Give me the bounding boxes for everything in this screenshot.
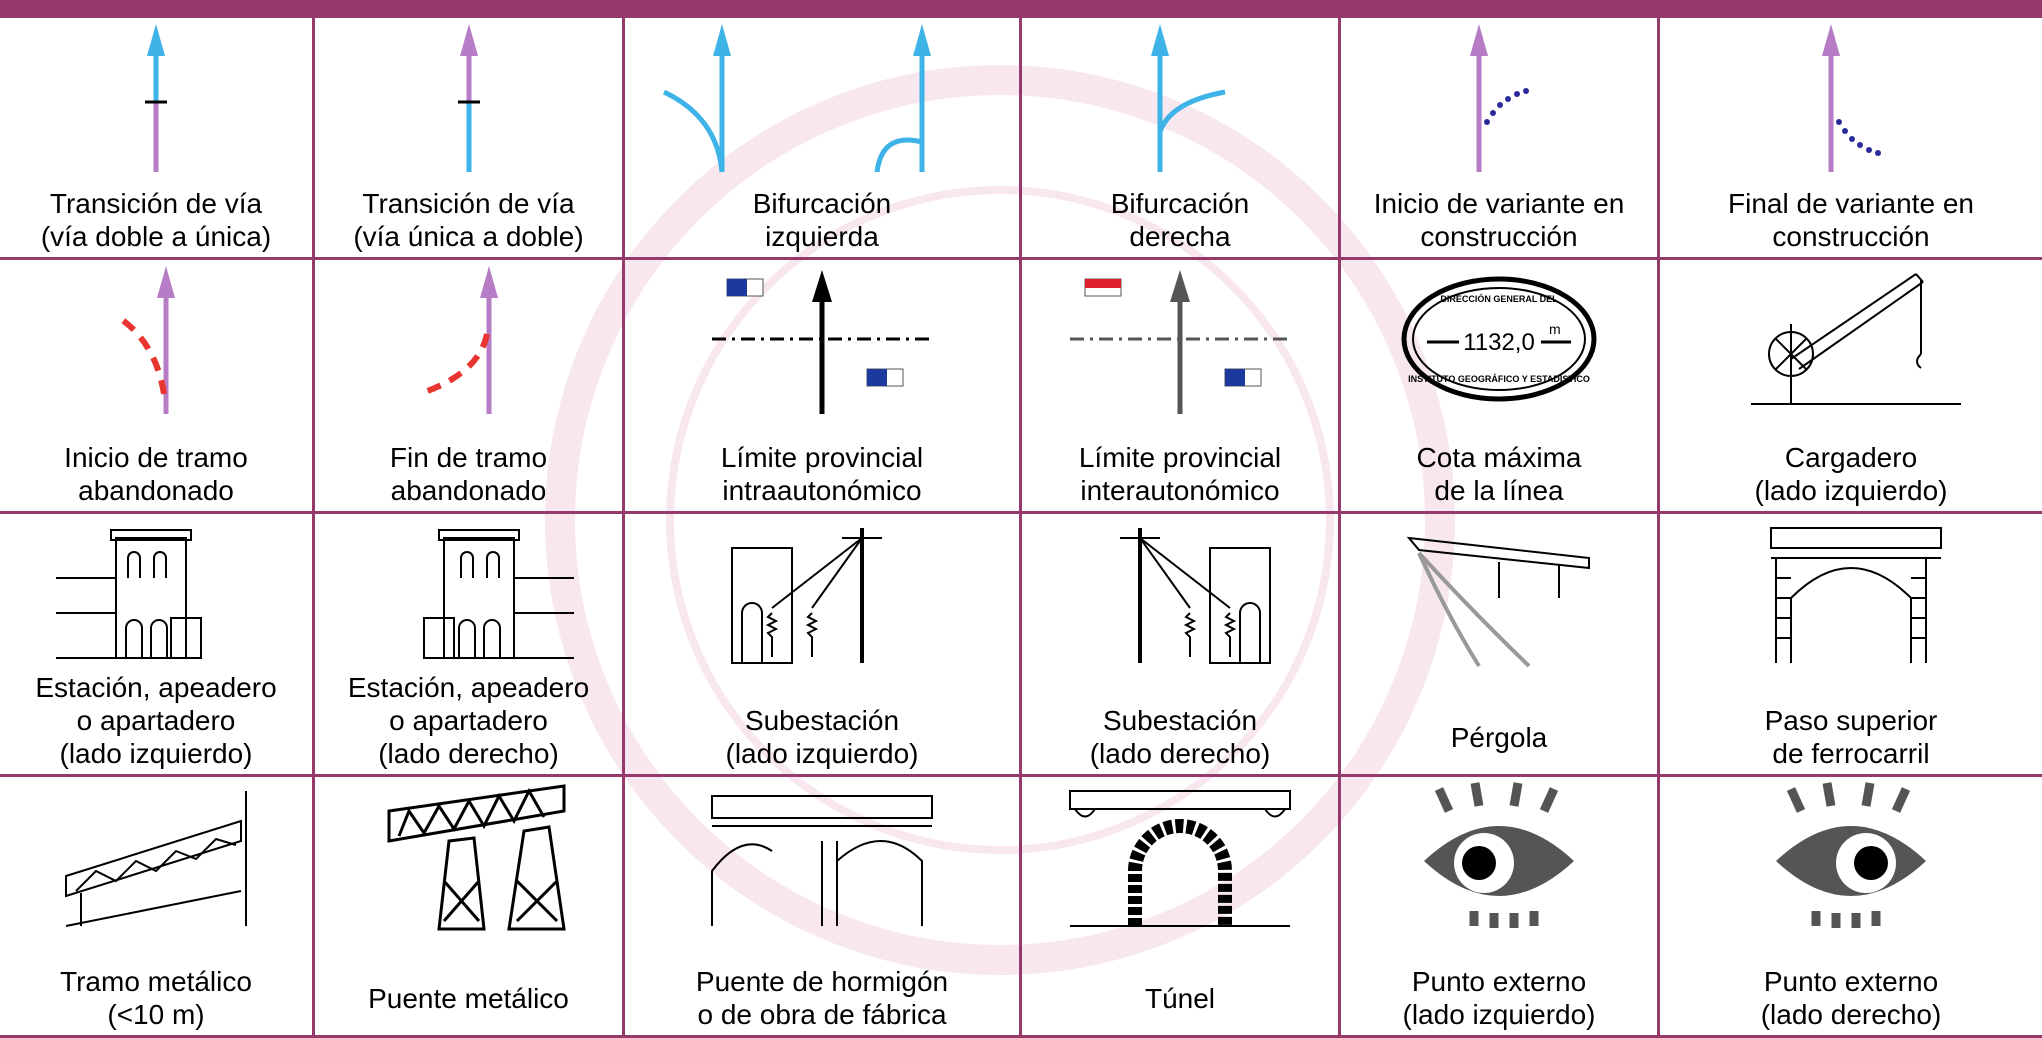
cell: Transición de vía (vía única a doble) bbox=[315, 18, 625, 260]
cell: Punto externo (lado izquierdo) bbox=[1341, 777, 1660, 1038]
cell: Bifurcación derecha bbox=[1022, 18, 1341, 260]
cell: Inicio de variante en construcción bbox=[1341, 18, 1660, 260]
icon bbox=[1120, 528, 1271, 664]
stamp-bottom: INSTITUTO GEOGRÁFICO Y ESTADÍSTICO bbox=[1408, 374, 1590, 384]
icon bbox=[712, 270, 932, 414]
label: Túnel bbox=[1144, 982, 1216, 1014]
icon bbox=[731, 528, 882, 664]
icon bbox=[1151, 24, 1226, 172]
cell: Límite provincial intraautonómico bbox=[625, 260, 1022, 514]
cell: Fin de tramo abandonado bbox=[315, 260, 625, 514]
cell: Puente de hormigón o de obra de fábrica bbox=[625, 777, 1022, 1038]
cell: Punto externo (lado derecho) bbox=[1660, 777, 2042, 1038]
label: Cargadero (lado izquierdo) bbox=[1754, 442, 1948, 506]
symbol-table: Transición de vía (vía doble a única) Tr… bbox=[0, 18, 2042, 1038]
cell: Pérgola bbox=[1341, 514, 1660, 777]
icon bbox=[1070, 270, 1290, 414]
label: Subestación (lado derecho) bbox=[1089, 705, 1271, 769]
label: Límite provincial intraautonómico bbox=[720, 442, 924, 506]
stamp-unit: m bbox=[1549, 321, 1561, 337]
icon bbox=[662, 24, 931, 172]
icon bbox=[145, 24, 167, 172]
cell: Cargadero (lado izquierdo) bbox=[1660, 260, 2042, 514]
cell: Inicio de tramo abandonado bbox=[0, 260, 315, 514]
cell: Transición de vía (vía doble a única) bbox=[0, 18, 315, 260]
label: Inicio de tramo abandonado bbox=[64, 442, 248, 506]
header-bar bbox=[0, 0, 2042, 18]
label: Punto externo (lado izquierdo) bbox=[1402, 966, 1596, 1030]
icon: DIRECCIÓN GENERAL DEL 1132,0 m INSTITUTO… bbox=[1401, 276, 1597, 402]
label: Bifurcación derecha bbox=[1110, 188, 1250, 252]
icon bbox=[711, 795, 933, 926]
cell: DIRECCIÓN GENERAL DEL 1132,0 m INSTITUTO… bbox=[1341, 260, 1660, 514]
icon bbox=[1751, 273, 1961, 405]
stamp-value: 1132,0 bbox=[1463, 329, 1535, 356]
icon bbox=[1822, 24, 1881, 172]
label: Punto externo (lado derecho) bbox=[1760, 966, 1942, 1030]
label: Transición de vía (vía doble a única) bbox=[40, 188, 272, 252]
label: Final de variante en construcción bbox=[1728, 188, 1974, 252]
icon bbox=[422, 529, 574, 659]
label: Transición de vía (vía única a doble) bbox=[353, 188, 584, 252]
label: Bifurcación izquierda bbox=[752, 188, 892, 252]
label: Puente metálico bbox=[368, 982, 569, 1014]
icon bbox=[1470, 24, 1529, 172]
label: Estación, apeadero o apartadero (lado de… bbox=[347, 672, 590, 769]
cell: Límite provincial interautonómico bbox=[1022, 260, 1341, 514]
cell: Final de variante en construcción bbox=[1660, 18, 2042, 260]
icon bbox=[457, 24, 480, 172]
label: Estación, apeadero o apartadero (lado iz… bbox=[35, 672, 277, 769]
cell: Bifurcación izquierda bbox=[625, 18, 1022, 260]
label: Pérgola bbox=[1450, 721, 1548, 753]
cell: Puente metálico bbox=[315, 777, 625, 1038]
stamp-top: DIRECCIÓN GENERAL DEL bbox=[1440, 293, 1558, 304]
cell: Paso superior de ferrocarril bbox=[1660, 514, 2042, 777]
cell: Estación, apeadero o apartadero (lado de… bbox=[315, 514, 625, 777]
icon bbox=[1424, 782, 1574, 928]
cell: Estación, apeadero o apartadero (lado iz… bbox=[0, 514, 315, 777]
label: Puente de hormigón o de obra de fábrica bbox=[695, 966, 949, 1030]
icon bbox=[1406, 536, 1590, 668]
label: Subestación (lado izquierdo) bbox=[725, 705, 919, 769]
label: Tramo metálico (<10 m) bbox=[60, 966, 252, 1030]
icon bbox=[1776, 782, 1926, 928]
label: Fin de tramo abandonado bbox=[389, 442, 548, 506]
cell: Tramo metálico (<10 m) bbox=[0, 777, 315, 1038]
icon bbox=[56, 529, 202, 659]
icon bbox=[1069, 790, 1291, 927]
cell: Subestación (lado derecho) bbox=[1022, 514, 1341, 777]
icon bbox=[119, 266, 175, 414]
label: Cota máxima de la línea bbox=[1416, 442, 1582, 506]
label: Límite provincial interautonómico bbox=[1078, 442, 1282, 506]
icon bbox=[65, 791, 247, 927]
cell: Túnel bbox=[1022, 777, 1341, 1038]
cell: Subestación (lado izquierdo) bbox=[625, 514, 1022, 777]
icon bbox=[387, 784, 566, 931]
label: Paso superior de ferrocarril bbox=[1764, 705, 1938, 769]
label: Inicio de variante en construcción bbox=[1373, 188, 1625, 252]
icon bbox=[1770, 527, 1942, 663]
icon bbox=[417, 266, 498, 414]
